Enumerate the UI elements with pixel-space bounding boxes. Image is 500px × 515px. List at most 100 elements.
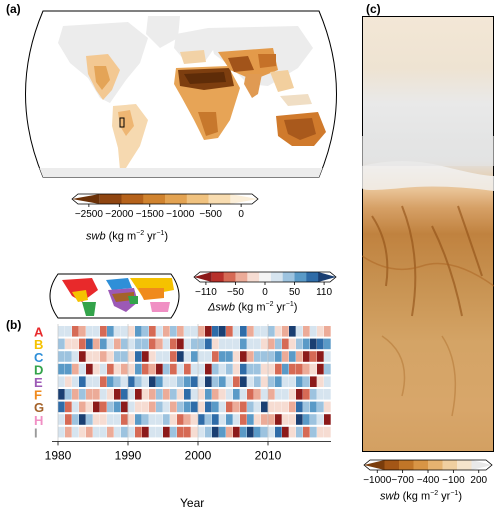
heatmap-cell xyxy=(65,376,72,387)
heatmap-cell xyxy=(156,389,163,400)
heatmap-cell xyxy=(79,414,86,425)
heatmap-cell xyxy=(219,389,226,400)
heatmap-cell xyxy=(79,401,86,413)
heatmap-cell xyxy=(317,338,324,350)
heatmap-cell xyxy=(310,426,317,438)
heatmap-cell xyxy=(303,426,310,438)
colorbar-b-seg xyxy=(211,272,225,282)
heatmap-cell xyxy=(86,401,93,413)
heatmap-cell xyxy=(107,389,114,400)
heatmap-cell xyxy=(163,414,170,425)
heatmap-cell xyxy=(240,414,247,425)
heatmap-cell xyxy=(212,414,219,425)
heatmap-cell xyxy=(149,363,156,375)
heatmap-cell xyxy=(324,426,331,438)
heatmap-cell xyxy=(121,338,128,350)
heatmap-cell xyxy=(72,389,79,400)
heatmap-cell xyxy=(219,326,226,337)
heatmap-cell xyxy=(254,414,261,425)
heatmap-cell xyxy=(240,351,247,362)
colorbar-a-seg xyxy=(121,194,144,204)
heatmap-cell xyxy=(254,401,261,413)
colorbar-a-seg xyxy=(186,194,209,204)
colorbar-b-seg xyxy=(294,272,307,282)
heatmap-cell xyxy=(282,389,289,400)
heatmap-cell xyxy=(156,351,163,362)
heatmap-cell xyxy=(198,401,205,413)
colorbar-b-seg xyxy=(270,272,284,282)
heatmap-cell xyxy=(121,376,128,387)
colorbar-b-seg xyxy=(194,272,212,282)
heatmap-cell xyxy=(100,426,107,438)
heatmap-cell xyxy=(254,389,261,400)
panel-c-label: (c) xyxy=(366,2,381,16)
heatmap-cell xyxy=(247,351,254,362)
heatmap-cell xyxy=(107,338,114,350)
heatmap-cell xyxy=(128,376,135,387)
heatmap-cell xyxy=(58,326,65,337)
heatmap-cell xyxy=(303,351,310,362)
heatmap-cell xyxy=(72,326,79,337)
heatmap-cell xyxy=(156,414,163,425)
heatmap-cell xyxy=(135,363,142,375)
heatmap-cell xyxy=(247,326,254,337)
heatmap-cell xyxy=(233,338,240,350)
colorbar-b-tick: 50 xyxy=(289,287,301,298)
heatmap-cell xyxy=(184,401,191,413)
heatmap-cell xyxy=(184,376,191,387)
heatmap-cell xyxy=(317,326,324,337)
heatmap-cell xyxy=(149,338,156,350)
heatmap-cell xyxy=(247,414,254,425)
heatmap-cell xyxy=(107,326,114,337)
heatmap-cell xyxy=(240,376,247,387)
heatmap-cell xyxy=(296,426,303,438)
heatmap-cell xyxy=(205,338,212,350)
heatmap-cell xyxy=(65,351,72,362)
heatmap-cell xyxy=(275,426,282,438)
heatmap-cell xyxy=(317,389,324,400)
heatmap-cell xyxy=(191,351,198,362)
heatmap-cell xyxy=(93,351,100,362)
heatmap-cell xyxy=(261,363,268,375)
heatmap-cell xyxy=(247,376,254,387)
heatmap-cell xyxy=(149,401,156,413)
heatmap-cell xyxy=(149,414,156,425)
colorbar-b-tick: −50 xyxy=(227,287,244,298)
colorbar-c: −1000 −700 −400 −100 200 xyxy=(363,459,493,486)
heatmap-cell xyxy=(170,401,177,413)
heatmap-cell xyxy=(79,363,86,375)
heatmap-cell xyxy=(219,338,226,350)
colorbar-a-seg xyxy=(208,194,231,204)
heatmap-cell xyxy=(184,363,191,375)
heatmap-cell xyxy=(170,376,177,387)
heatmap-cell xyxy=(156,338,163,350)
heatmap-cell xyxy=(254,326,261,337)
heatmap-cell xyxy=(261,414,268,425)
heatmap-cell xyxy=(226,401,233,413)
colorbar-c-seg xyxy=(413,460,429,470)
heatmap-cell xyxy=(268,351,275,362)
heatmap-cell xyxy=(296,351,303,362)
heatmap-cell xyxy=(121,414,128,425)
row-label-G: G xyxy=(34,400,44,415)
colorbar-c-tick: −400 xyxy=(417,475,440,486)
heatmap-cell xyxy=(107,426,114,438)
heatmap-cell xyxy=(191,426,198,438)
heatmap-xtick: 1980 xyxy=(45,448,72,462)
heatmap-cell xyxy=(324,414,331,425)
heatmap-cell xyxy=(93,338,100,350)
heatmap-cell xyxy=(135,351,142,362)
heatmap-cell xyxy=(310,376,317,387)
heatmap-cell xyxy=(100,414,107,425)
heatmap-cell xyxy=(275,389,282,400)
heatmap-cell xyxy=(156,426,163,438)
heatmap-cell xyxy=(317,426,324,438)
heatmap-cell xyxy=(114,389,121,400)
heatmap-cell xyxy=(128,351,135,362)
heatmap-cell xyxy=(58,351,65,362)
heatmap-cell xyxy=(177,363,184,375)
colorbar-b-seg xyxy=(235,272,248,282)
heatmap-cell xyxy=(205,426,212,438)
heatmap-cell xyxy=(58,363,65,375)
